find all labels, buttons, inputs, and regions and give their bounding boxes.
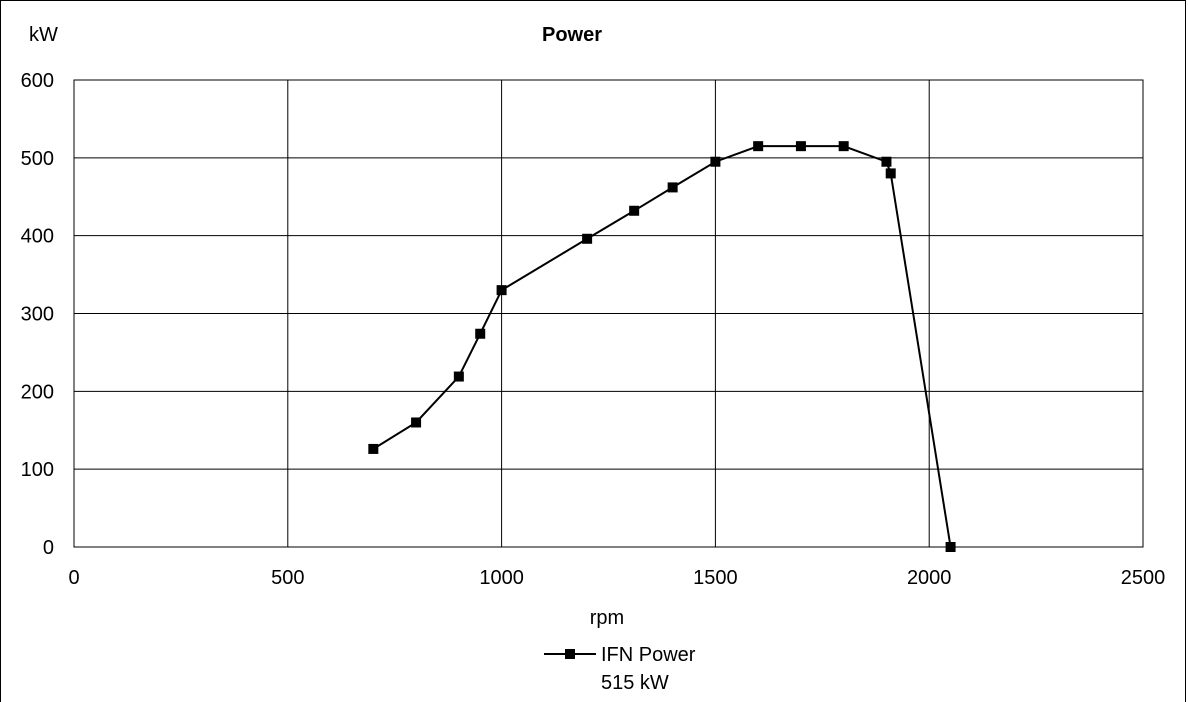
plot-area	[73, 79, 1144, 548]
data-point	[582, 233, 593, 244]
legend-entry-name: IFN Power	[601, 644, 696, 666]
y-tick-label: 200	[21, 381, 54, 403]
data-point	[368, 443, 379, 454]
x-tick-label: 1500	[693, 567, 738, 589]
legend-marker-swatch	[565, 649, 575, 659]
data-point	[710, 156, 721, 167]
data-point	[945, 542, 956, 552]
data-point	[838, 141, 849, 152]
series-ifn-power	[368, 141, 956, 552]
data-point	[475, 328, 486, 339]
data-point	[453, 371, 464, 382]
y-axis-unit-label: kW	[29, 24, 58, 46]
data-point	[629, 205, 640, 216]
x-tick-label: 2000	[907, 567, 952, 589]
y-tick-label: 500	[21, 148, 54, 170]
legend: IFN Power 515 kW	[544, 644, 696, 694]
y-tick-label: 400	[21, 226, 54, 248]
grid-lines	[74, 80, 1143, 547]
legend-entry-subtitle: 515 kW	[601, 672, 669, 694]
x-tick-label: 0	[68, 567, 79, 589]
y-tick-label: 300	[21, 304, 54, 326]
data-point	[885, 168, 896, 179]
data-point	[795, 141, 806, 152]
y-tick-labels: 0 100 200 300 400 500 600	[21, 70, 54, 559]
series-line	[372, 145, 952, 548]
x-tick-label: 2500	[1121, 567, 1166, 589]
y-tick-label: 600	[21, 70, 54, 92]
data-point	[753, 141, 764, 152]
y-tick-label: 0	[43, 537, 54, 559]
x-tick-labels: 0 500 1000 1500 2000 2500	[68, 567, 1165, 589]
data-point	[667, 182, 678, 193]
data-point	[496, 285, 507, 296]
chart-title: Power	[542, 24, 602, 46]
x-tick-label: 500	[271, 567, 304, 589]
y-tick-label: 100	[21, 459, 54, 481]
x-tick-label: 1000	[479, 567, 524, 589]
data-point	[881, 156, 892, 167]
x-axis-label: rpm	[590, 607, 624, 629]
data-point	[411, 417, 422, 428]
